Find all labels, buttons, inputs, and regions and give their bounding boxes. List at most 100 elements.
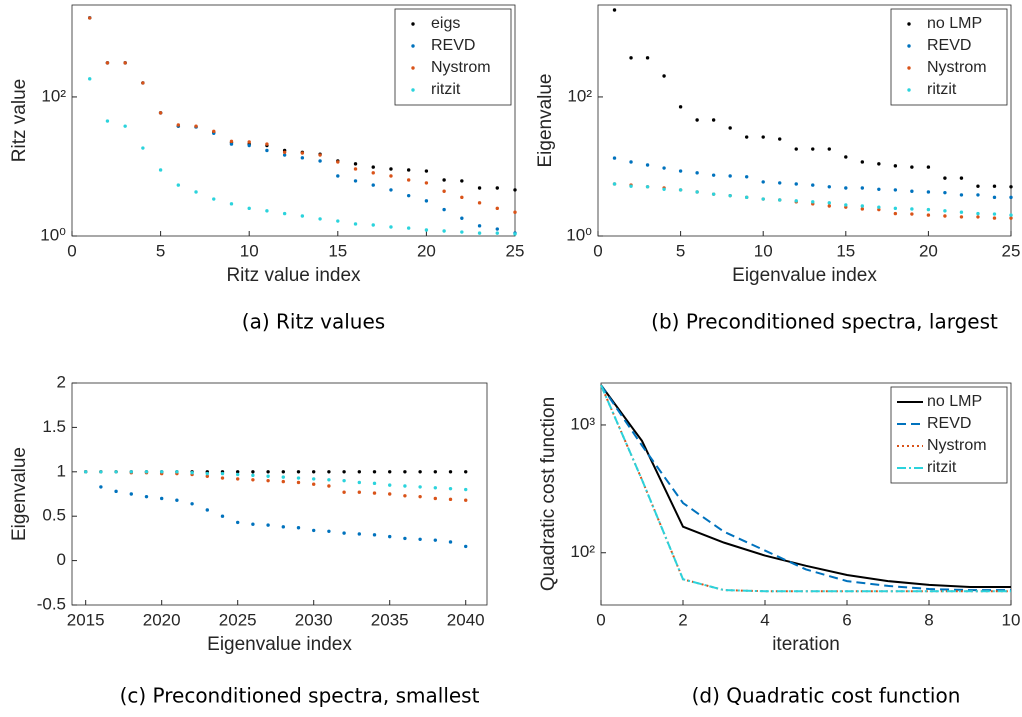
data-point bbox=[357, 532, 362, 536]
data-point bbox=[495, 231, 499, 235]
data-point bbox=[645, 185, 650, 189]
data-point bbox=[296, 480, 301, 485]
data-point bbox=[327, 484, 331, 488]
data-point bbox=[342, 531, 346, 535]
data-point bbox=[910, 189, 914, 193]
data-point bbox=[281, 475, 286, 479]
data-point bbox=[910, 165, 914, 169]
data-point bbox=[194, 124, 198, 128]
data-point bbox=[612, 156, 617, 160]
data-point bbox=[442, 229, 446, 233]
data-point bbox=[105, 119, 110, 123]
data-point bbox=[893, 211, 898, 216]
data-point bbox=[281, 525, 286, 529]
x-tick-label: 0 bbox=[596, 610, 605, 629]
data-point bbox=[141, 81, 145, 85]
legend-label: ritzit bbox=[927, 81, 957, 98]
data-point bbox=[388, 470, 392, 474]
legend-label: REVD bbox=[927, 415, 971, 432]
data-point bbox=[711, 118, 716, 122]
data-point bbox=[389, 188, 393, 192]
y-tick-label: 1.5 bbox=[42, 417, 66, 436]
data-point bbox=[327, 470, 331, 474]
data-point bbox=[281, 470, 286, 474]
legend-swatch bbox=[411, 44, 415, 48]
data-point bbox=[778, 181, 782, 185]
data-point bbox=[943, 209, 947, 213]
x-tick-label: 4 bbox=[760, 610, 769, 629]
data-point bbox=[229, 142, 234, 146]
data-point bbox=[695, 171, 699, 175]
y-tick-label: 10⁰ bbox=[566, 225, 592, 244]
data-line bbox=[600, 384, 1011, 592]
x-tick-label: 15 bbox=[836, 241, 855, 260]
data-point bbox=[992, 216, 997, 220]
data-point bbox=[645, 163, 650, 167]
data-point bbox=[336, 174, 340, 178]
data-point bbox=[910, 212, 914, 216]
data-point bbox=[265, 148, 269, 153]
x-tick-label: 0 bbox=[67, 241, 76, 260]
legend-swatch bbox=[907, 88, 911, 92]
data-point bbox=[212, 197, 216, 201]
data-point bbox=[235, 520, 240, 525]
data-point bbox=[448, 470, 453, 474]
data-point bbox=[353, 222, 358, 226]
data-point bbox=[976, 193, 980, 197]
data-point bbox=[612, 182, 617, 186]
data-point bbox=[662, 187, 666, 191]
x-tick-label: 2015 bbox=[67, 610, 105, 629]
legend-label: Nystrom bbox=[927, 437, 987, 454]
plot-frame bbox=[597, 4, 1012, 237]
x-tick-label: 5 bbox=[156, 241, 165, 260]
data-point bbox=[371, 183, 375, 187]
x-tick-label: 20 bbox=[417, 241, 436, 260]
x-tick-label: 10 bbox=[754, 241, 773, 260]
data-point bbox=[761, 197, 765, 201]
legend-label: REVD bbox=[431, 37, 475, 54]
data-point bbox=[678, 188, 683, 192]
legend-swatch bbox=[411, 88, 415, 92]
data-point bbox=[336, 219, 340, 223]
data-point bbox=[926, 207, 931, 212]
data-point bbox=[744, 135, 749, 139]
legend-swatch bbox=[907, 22, 911, 26]
y-axis-label: Eigenvalue bbox=[9, 447, 30, 541]
data-point bbox=[342, 478, 346, 483]
data-point bbox=[460, 230, 464, 234]
data-point bbox=[318, 159, 322, 163]
data-point bbox=[235, 470, 240, 474]
data-point bbox=[318, 217, 322, 221]
data-point bbox=[251, 522, 255, 526]
data-point bbox=[959, 210, 964, 214]
data-point bbox=[424, 181, 429, 185]
x-tick-label: 10 bbox=[240, 241, 259, 260]
data-point bbox=[744, 195, 749, 200]
data-point bbox=[371, 165, 375, 169]
caption: (d) Quadratic cost function bbox=[692, 684, 961, 708]
data-point bbox=[123, 124, 127, 128]
data-point bbox=[477, 224, 482, 228]
data-point bbox=[844, 203, 848, 207]
data-point bbox=[811, 183, 815, 187]
data-point bbox=[158, 111, 163, 115]
data-point bbox=[418, 537, 422, 541]
data-point bbox=[205, 471, 209, 476]
data-point bbox=[114, 489, 118, 494]
data-point bbox=[251, 470, 255, 474]
data-point bbox=[406, 178, 411, 182]
y-axis-label: Eigenvalue bbox=[535, 73, 556, 167]
data-point bbox=[123, 61, 127, 65]
x-tick-label: 6 bbox=[842, 610, 851, 629]
data-point bbox=[860, 207, 865, 211]
data-point bbox=[433, 486, 438, 490]
data-point bbox=[251, 473, 255, 478]
data-point bbox=[827, 185, 831, 189]
y-tick-label: -0.5 bbox=[37, 594, 66, 613]
data-point bbox=[176, 183, 181, 187]
data-point bbox=[403, 484, 407, 488]
data-point bbox=[220, 471, 225, 476]
data-point bbox=[175, 498, 179, 502]
data-point bbox=[794, 147, 798, 151]
data-point bbox=[877, 207, 881, 212]
